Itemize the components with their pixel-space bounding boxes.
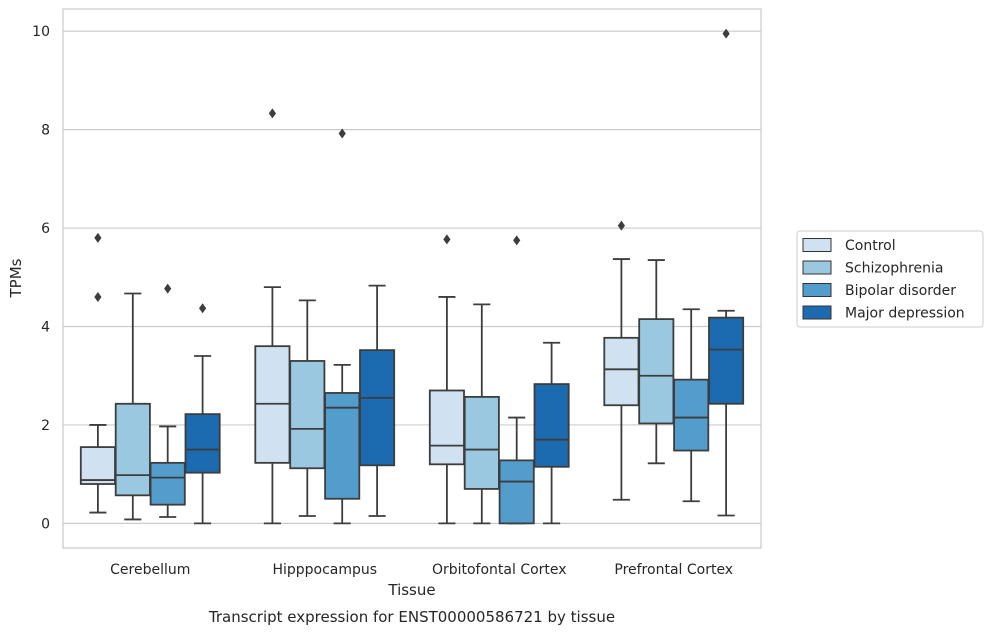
box-iqr <box>289 360 326 470</box>
legend-swatch <box>802 283 832 297</box>
x-tick-labels: Cerebellum Hipppocampus Orbitofontal Corte… <box>110 562 733 578</box>
box-iqr <box>498 459 535 525</box>
outlier-point <box>443 234 451 245</box>
box-major-depression-cerebellum <box>184 303 221 525</box>
box-iqr <box>673 378 710 452</box>
x-tick-label: Prefrontal Cortex <box>614 562 733 578</box>
box-bipolar-disorder-prefrontal-cortex <box>673 308 710 503</box>
box-iqr <box>708 316 745 405</box>
y-tick-label: 8 <box>41 123 50 139</box>
legend-label: Bipolar disorder <box>845 283 956 299</box>
outlier-point <box>199 303 207 314</box>
legend-swatch <box>802 238 832 252</box>
y-tick-label: 4 <box>41 319 50 335</box>
box-iqr <box>533 383 570 468</box>
y-tick-label: 2 <box>41 418 50 434</box>
box-iqr <box>359 349 396 467</box>
box-control-orbitofontal-cortex <box>428 234 465 525</box>
legend-swatch <box>802 305 832 320</box>
outlier-point <box>94 232 102 243</box>
box-schizophrenia-hipppocampus <box>289 299 326 517</box>
outlier-point <box>338 128 346 139</box>
legend-label: Control <box>845 238 896 254</box>
chart-caption: Transcript expression for ENST0000058672… <box>208 608 615 626</box>
box-major-depression-prefrontal-cortex <box>708 28 745 517</box>
outlier-point <box>268 108 276 119</box>
x-tick-label: Hipppocampus <box>272 562 377 578</box>
box-bipolar-disorder-cerebellum <box>149 283 186 518</box>
box-control-cerebellum <box>79 232 116 514</box>
box-bipolar-disorder-hipppocampus <box>324 128 361 525</box>
legend-frame <box>796 230 984 328</box>
outlier-point <box>164 283 172 294</box>
box-iqr <box>428 389 465 466</box>
box-schizophrenia-cerebellum <box>114 292 151 521</box>
box-iqr <box>463 395 500 490</box>
y-axis-title: TPMs <box>7 258 25 298</box>
y-tick-label: 10 <box>32 24 50 40</box>
legend-swatch <box>802 260 832 275</box>
legend: Control Schizophrenia Bipolar disorder Majo… <box>796 230 984 328</box>
plot-frame <box>62 8 762 549</box>
outlier-point <box>722 28 730 39</box>
box-major-depression-hipppocampus <box>359 284 396 517</box>
box-bipolar-disorder-orbitofontal-cortex <box>498 235 535 525</box>
box-iqr <box>149 461 186 506</box>
outlier-point <box>617 220 625 231</box>
box-schizophrenia-orbitofontal-cortex <box>463 303 500 525</box>
x-tick-label: Cerebellum <box>110 562 190 578</box>
y-tick-label: 6 <box>41 221 50 237</box>
box-iqr <box>79 446 116 485</box>
outlier-point <box>513 235 521 246</box>
y-tick-label: 0 <box>41 516 50 532</box>
y-tick-labels: 0 2 4 6 8 10 <box>32 24 50 532</box>
box-iqr <box>114 402 151 497</box>
box-iqr <box>324 392 361 500</box>
box-schizophrenia-prefrontal-cortex <box>638 259 675 465</box>
box-iqr <box>638 318 675 425</box>
box-control-hipppocampus <box>254 108 291 525</box>
x-tick-label: Orbitofontal Cortex <box>432 562 567 578</box>
box-iqr <box>184 413 221 474</box>
x-axis-title: Tissue <box>387 581 435 599</box>
legend-label: Major depression <box>845 306 965 322</box>
outlier-point <box>94 291 102 302</box>
box-major-depression-orbitofontal-cortex <box>533 341 570 525</box>
box-control-prefrontal-cortex <box>603 220 640 501</box>
legend-label: Schizophrenia <box>845 261 943 277</box>
grid-lines <box>63 30 761 524</box>
box-iqr <box>603 336 640 407</box>
box-plot-marks <box>79 28 745 525</box>
